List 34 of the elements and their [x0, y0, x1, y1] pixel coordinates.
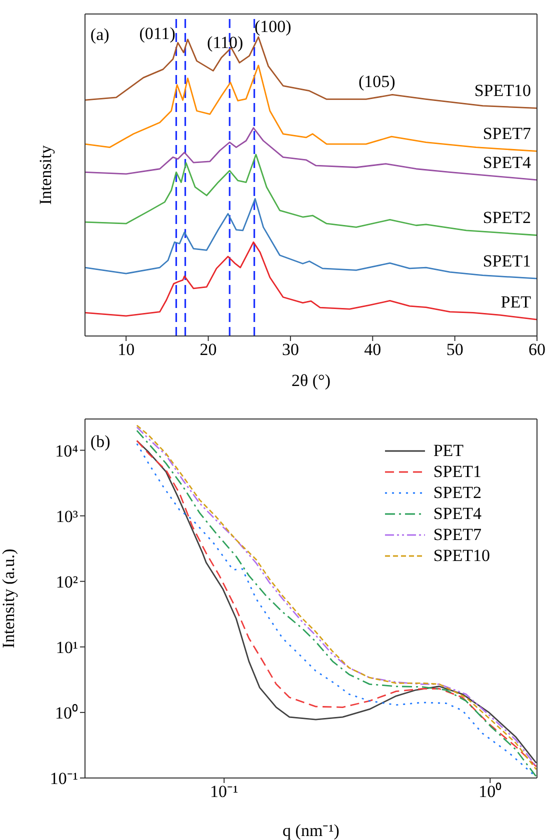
series-label: SPET2 [482, 208, 531, 228]
y-tick-label: 10¹ [56, 638, 78, 657]
legend-label: SPET10 [433, 546, 490, 566]
series-label: SPET4 [482, 152, 532, 172]
y-tick-label: 10⁻¹ [50, 769, 78, 788]
y-axis-title: Intensity (a.u.) [0, 548, 18, 648]
annotation: (b) [90, 432, 110, 452]
x-tick-label: 10 [118, 340, 135, 360]
legend-label: PET [433, 440, 464, 460]
x-tick-label: 30 [282, 340, 299, 360]
x-tick-label: 40 [364, 340, 382, 360]
annotation: (105) [358, 72, 396, 92]
legend-label: SPET2 [433, 482, 482, 502]
y-axis-title: Intensity [36, 144, 56, 205]
series-label: SPET7 [482, 124, 532, 144]
legend-label: SPET1 [433, 462, 482, 482]
series-label: PET [500, 292, 532, 312]
text: (100) [254, 17, 292, 38]
y-tick-label: 10⁰ [55, 703, 78, 722]
annotation: (a) [90, 25, 110, 46]
annotation: (011) [139, 24, 176, 44]
x-axis-title: 2θ (°) [291, 371, 331, 390]
x-axis-title: q (nm⁻¹) [282, 821, 340, 840]
series-label: SPET1 [482, 252, 531, 271]
x-tick-label: 50 [446, 340, 464, 360]
legend-label: SPET7 [433, 524, 482, 544]
y-tick-label: 10² [56, 572, 78, 592]
y-tick-label: 10⁴ [55, 441, 78, 460]
series-label: SPET10 [474, 81, 531, 100]
legend-label: SPET4 [433, 504, 482, 524]
x-tick-label: 20 [200, 340, 217, 360]
annotation: (110) [207, 33, 244, 54]
y-tick-label: 10³ [56, 506, 78, 526]
x-tick-label: 60 [528, 340, 546, 360]
